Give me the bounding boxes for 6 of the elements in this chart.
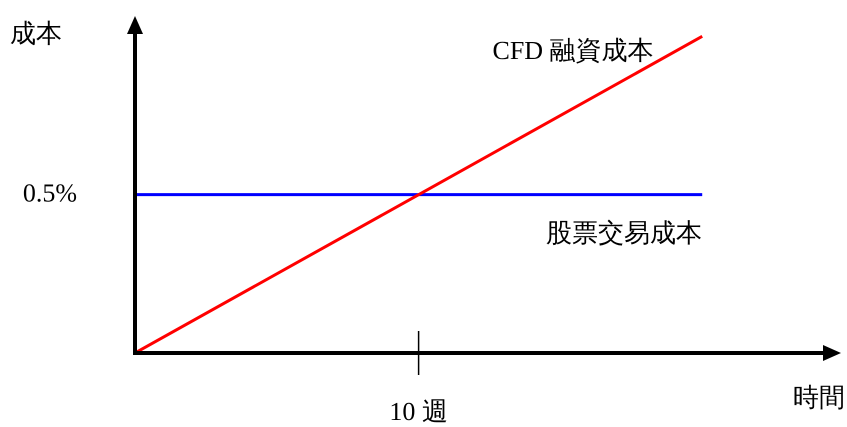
y-axis-title: 成本 bbox=[10, 18, 62, 48]
text: 10 週 bbox=[389, 396, 448, 426]
x-axis-title: 時間 bbox=[793, 382, 845, 412]
series-label: 股票交易成本 bbox=[546, 218, 702, 248]
text: 0.5% bbox=[22, 178, 77, 208]
series-label: CFD 融資成本 bbox=[492, 36, 654, 66]
